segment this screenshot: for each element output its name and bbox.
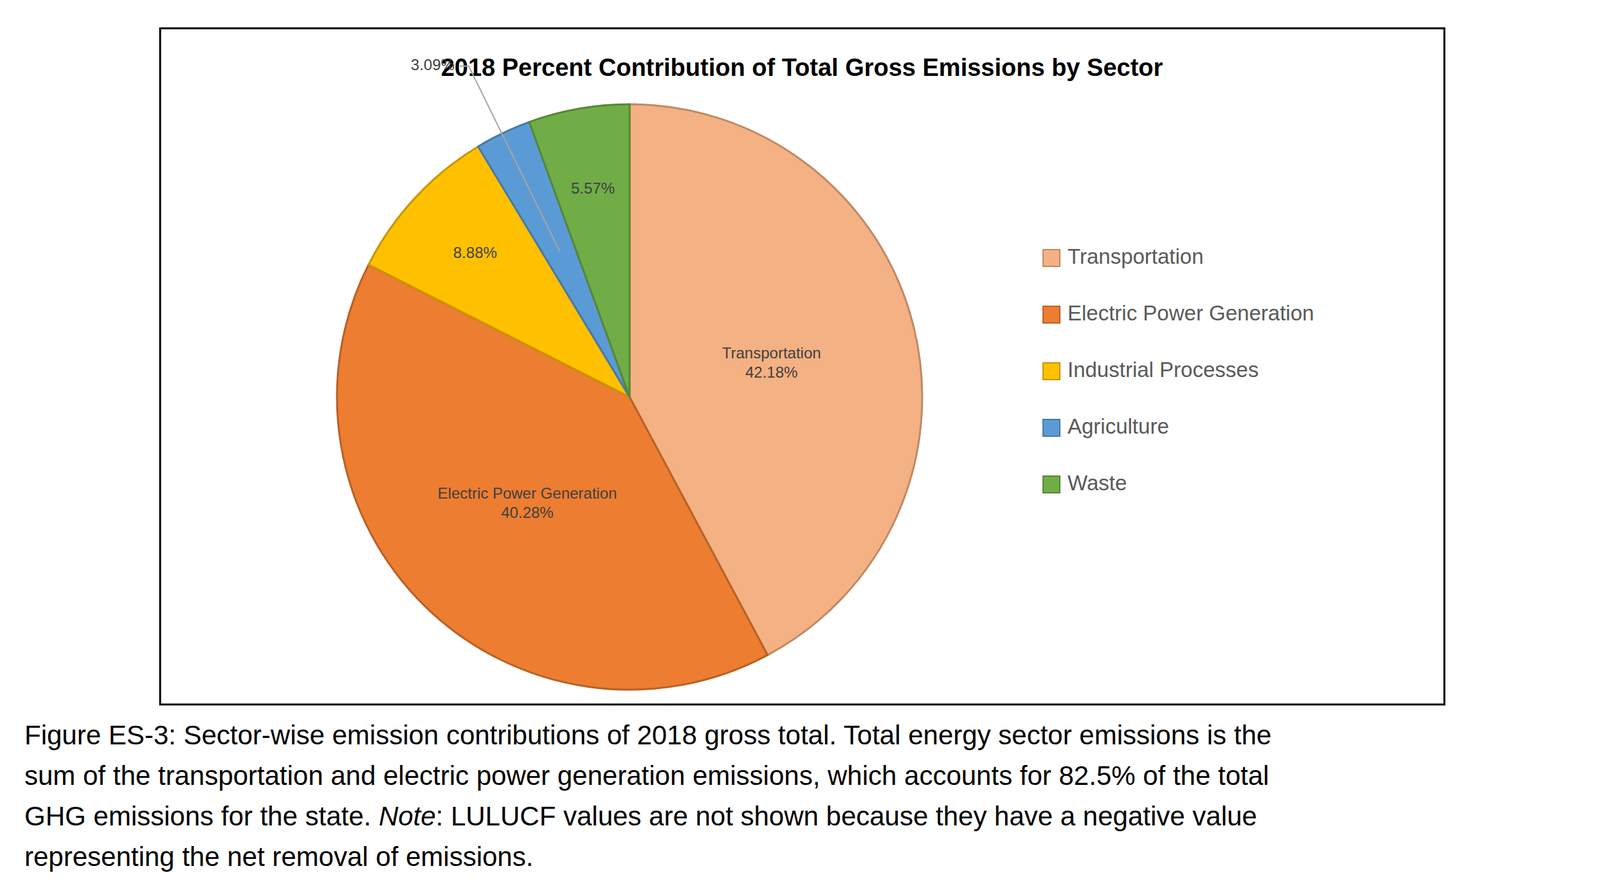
legend-label: Transportation [1067,244,1204,269]
data-label: 8.88% [453,243,498,262]
data-label-value: 42.18% [745,363,798,381]
caption-text: : LULUCF values are not shown because th… [436,800,1258,831]
pie-slice [529,104,630,397]
legend-label: Electric Power Generation [1067,300,1314,325]
legend-swatch [1043,475,1060,493]
legend-label: Agriculture [1067,414,1170,438]
chart-svg: 2018 Percent Contribution of Total Gross… [0,0,1600,893]
data-label: Transportation42.18% [722,344,822,381]
legend-swatch [1043,306,1060,323]
caption-text: representing the net removal of emission… [24,841,534,872]
data-label-value: 40.28% [500,503,554,521]
data-label-category: Transportation [722,344,822,362]
caption-text: GHG emissions for the state. [24,800,379,831]
caption-text: sum of the transportation and electric p… [24,760,1269,791]
legend-swatch [1043,362,1060,380]
caption-line: representing the net removal of emission… [24,841,534,872]
legend-label: Industrial Processes [1067,357,1259,382]
caption: Figure ES-3: Sector-wise emission contri… [24,719,1272,872]
caption-text: Note [378,800,437,831]
legend-swatch [1043,419,1060,437]
leader-line [459,66,561,252]
chart-title: 2018 Percent Contribution of Total Gross… [441,54,1164,82]
data-label-group: Transportation42.18% Electric Power Gener… [410,55,822,521]
caption-text: Figure ES-3: Sector-wise emission contri… [24,719,1272,750]
data-label: 5.57% [571,179,615,197]
legend: Transportation Electric Power Generation I… [1043,244,1314,495]
legend-label: Waste [1067,470,1127,495]
data-label-category: Electric Power Generation [437,484,618,502]
caption-line: GHG emissions for the state. Note: LULUC… [24,800,1258,831]
data-label: 3.09% [410,55,455,74]
chart-frame [160,28,1445,705]
legend-swatch [1043,249,1060,267]
caption-line: Figure ES-3: Sector-wise emission contri… [24,719,1272,750]
caption-line: sum of the transportation and electric p… [24,760,1269,791]
pie-group [336,104,923,690]
data-label: Electric Power Generation40.28% [437,484,618,521]
